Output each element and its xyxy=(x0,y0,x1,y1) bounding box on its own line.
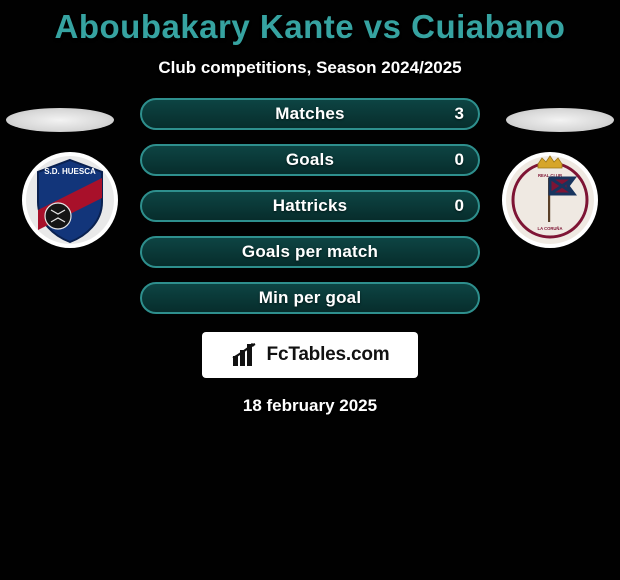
stat-label: Hattricks xyxy=(273,196,348,216)
stat-label: Matches xyxy=(275,104,344,124)
footer-logo-text: FcTables.com xyxy=(267,344,390,366)
comparison-stage: S.D. HUESCA REAL CLUB LA CORUÑA Matches … xyxy=(0,98,620,416)
stat-row-hattricks: Hattricks 0 xyxy=(140,190,480,222)
stat-value-right: 0 xyxy=(455,150,464,170)
stat-row-goals-per-match: Goals per match xyxy=(140,236,480,268)
svg-text:LA CORUÑA: LA CORUÑA xyxy=(538,226,563,231)
page-subtitle: Club competitions, Season 2024/2025 xyxy=(0,58,620,78)
avatar-shadow-right xyxy=(506,108,614,132)
footer-date: 18 february 2025 xyxy=(0,396,620,416)
club-badge-right: REAL CLUB LA CORUÑA xyxy=(500,150,600,250)
deportivo-badge-icon: REAL CLUB LA CORUÑA xyxy=(500,150,600,250)
page-title: Aboubakary Kante vs Cuiabano xyxy=(0,0,620,46)
stat-row-matches: Matches 3 xyxy=(140,98,480,130)
club-badge-left: S.D. HUESCA xyxy=(20,150,120,250)
stat-label: Goals per match xyxy=(242,242,378,262)
stat-rows: Matches 3 Goals 0 Hattricks 0 Goals per … xyxy=(140,98,480,314)
stat-label: Goals xyxy=(286,150,334,170)
stat-row-goals: Goals 0 xyxy=(140,144,480,176)
svg-text:S.D. HUESCA: S.D. HUESCA xyxy=(44,167,96,176)
huesca-badge-icon: S.D. HUESCA xyxy=(20,150,120,250)
stat-value-right: 3 xyxy=(455,104,464,124)
stat-row-min-per-goal: Min per goal xyxy=(140,282,480,314)
stat-value-right: 0 xyxy=(455,196,464,216)
avatar-shadow-left xyxy=(6,108,114,132)
stat-label: Min per goal xyxy=(259,288,362,308)
footer-logo-box: FcTables.com xyxy=(202,332,418,378)
fctables-logo-icon xyxy=(231,342,261,368)
